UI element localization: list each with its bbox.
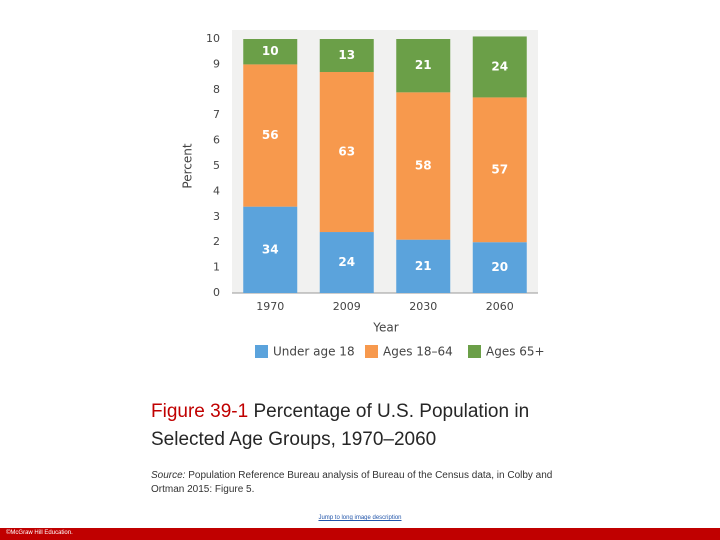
- data-label: 10: [262, 44, 279, 58]
- chart: 012345678910PercentYear19703456102009246…: [181, 30, 545, 359]
- y-axis-label: Percent: [181, 143, 195, 188]
- data-label: 21: [415, 58, 432, 72]
- bar-segment: [472, 36, 527, 98]
- footer-bar: ©McGraw Hill Education.: [0, 528, 720, 540]
- x-axis-label: Year: [372, 321, 398, 335]
- bar-segment: [319, 232, 374, 293]
- data-label: 21: [415, 259, 432, 273]
- bar-segment: [243, 39, 298, 65]
- legend-label: Ages 18–64: [383, 345, 453, 359]
- y-tick-label: 2: [213, 235, 220, 248]
- x-tick-label: 2009: [333, 300, 361, 313]
- bar-segment: [396, 239, 451, 293]
- data-label: 13: [338, 48, 355, 62]
- copyright: ©McGraw Hill Education.: [6, 530, 73, 536]
- legend-swatch: [255, 345, 268, 358]
- bar-segment: [319, 39, 374, 73]
- legend-label: Under age 18: [273, 345, 355, 359]
- data-label: 24: [491, 59, 508, 73]
- caption: Figure 39-1 Percentage of U.S. Populatio…: [151, 398, 591, 454]
- bar-segment: [396, 92, 451, 240]
- bar-segment: [396, 39, 451, 93]
- x-tick-label: 2030: [409, 300, 437, 313]
- source: Source: Population Reference Bureau anal…: [151, 469, 581, 497]
- data-label: 58: [415, 159, 432, 173]
- data-label: 63: [338, 145, 355, 159]
- figure-number: Figure 39-1: [151, 401, 249, 422]
- y-tick-label: 5: [213, 159, 220, 172]
- y-tick-label: 8: [213, 83, 220, 96]
- data-label: 20: [491, 260, 508, 274]
- data-label: 57: [491, 162, 508, 176]
- data-label: 34: [262, 242, 279, 256]
- description-link[interactable]: Jump to long image description: [318, 515, 402, 521]
- legend-label: Ages 65+: [486, 345, 545, 359]
- bar-segment: [243, 64, 298, 207]
- bar-segment: [472, 242, 527, 293]
- bar-segment: [243, 206, 298, 293]
- x-tick-label: 1970: [256, 300, 284, 313]
- y-tick-label: 4: [213, 184, 220, 197]
- bar-segment: [472, 97, 527, 243]
- y-tick-label: 7: [213, 108, 220, 121]
- legend-swatch: [468, 345, 481, 358]
- y-tick-label: 6: [213, 134, 220, 147]
- data-label: 24: [338, 255, 355, 269]
- x-tick-label: 2060: [486, 300, 514, 313]
- y-tick-label: 1: [213, 261, 220, 274]
- figure-title: Percentage of U.S. Population in Selecte…: [151, 401, 530, 450]
- data-label: 56: [262, 128, 279, 142]
- y-tick-label: 10: [206, 32, 220, 45]
- y-tick-label: 9: [213, 57, 220, 70]
- y-tick-label: 0: [213, 286, 220, 299]
- source-text: Population Reference Bureau analysis of …: [151, 470, 553, 495]
- source-label: Source:: [151, 470, 186, 481]
- legend-swatch: [365, 345, 378, 358]
- y-tick-label: 3: [213, 210, 220, 223]
- bar-segment: [319, 72, 374, 233]
